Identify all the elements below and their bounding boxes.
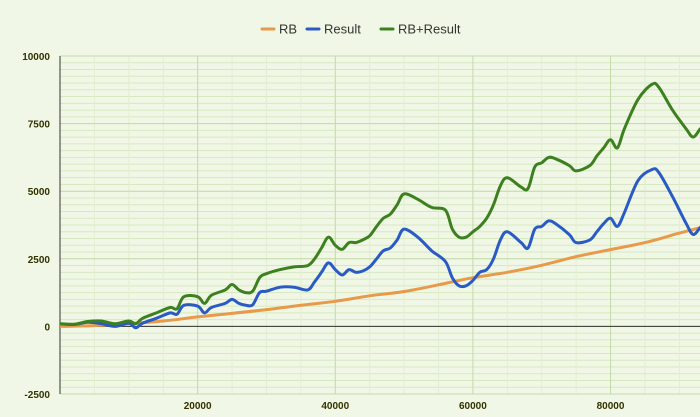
x-tick-label: 20000 [184,401,212,412]
x-tick-label: 80000 [597,401,625,412]
x-tick-label: 40000 [321,401,349,412]
legend-label-rb: RB [279,22,297,37]
series-line-result [60,167,700,330]
legend-label-result: Result [324,22,361,37]
x-tick-labels: 20000 40000 60000 80000 [184,401,625,412]
legend-label-rb-result: RB+Result [398,22,461,37]
y-tick-label: 10000 [22,52,50,63]
y-tick-label: 0 [44,322,50,333]
legend: RB Result RB+Result [260,22,461,37]
x-tick-label: 60000 [459,401,487,412]
axes [59,56,700,394]
y-tick-label: 5000 [28,187,51,198]
y-tick-labels: -2500 0 2500 5000 7500 10000 [22,52,50,401]
series-line-rb-result [60,81,700,326]
y-tick-label: 2500 [28,255,51,266]
series-line-rb [60,226,700,328]
series-lines [60,81,700,330]
y-tick-label: -2500 [24,390,50,401]
y-tick-label: 7500 [28,120,51,131]
